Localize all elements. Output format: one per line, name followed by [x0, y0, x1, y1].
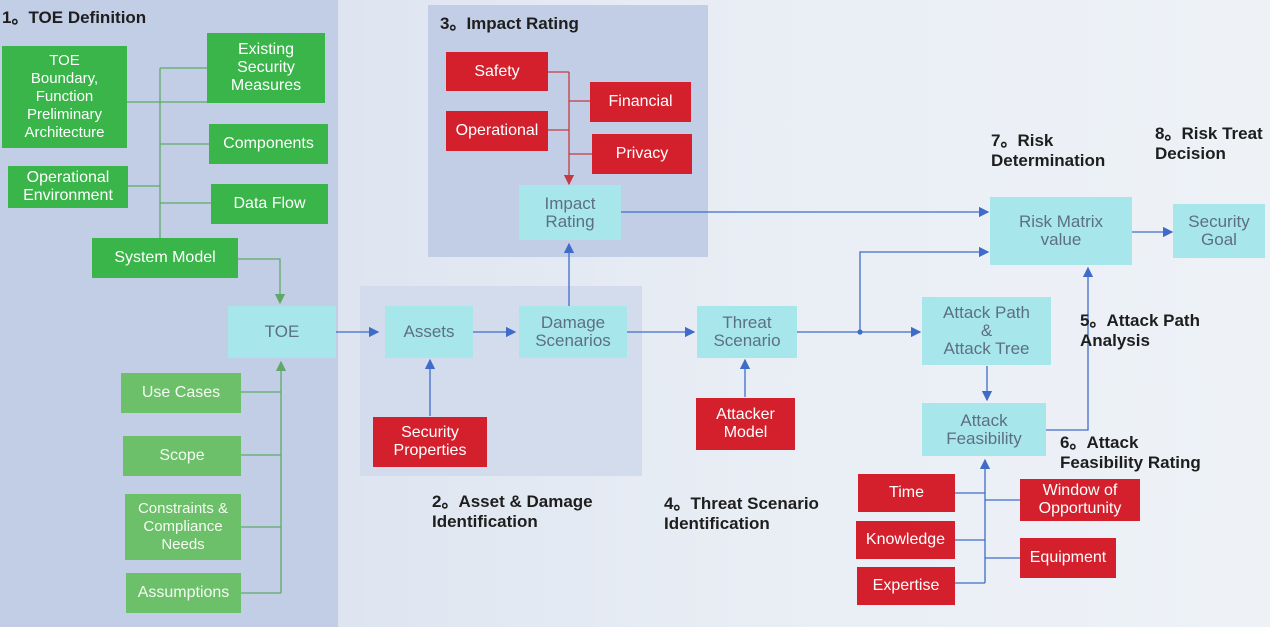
toe-box: TOE	[228, 306, 336, 358]
assumptions-box: Assumptions	[126, 573, 241, 613]
attack-feasibility-title: 6。Attack Feasibility Rating	[1060, 433, 1201, 472]
system-model-box: System Model	[92, 238, 238, 278]
data-flow-box: Data Flow	[211, 184, 328, 224]
asset-damage-title: 2。Asset & Damage Identification	[432, 492, 593, 531]
attack-feasibility-box: Attack Feasibility	[922, 403, 1046, 456]
expertise-box: Expertise	[857, 567, 955, 605]
security-goal-box: Security Goal	[1173, 204, 1265, 258]
operational-environment-box: Operational Environment	[8, 166, 128, 208]
scope-box: Scope	[123, 436, 241, 476]
attacker-model-box: Attacker Model	[696, 398, 795, 450]
constraints-box: Constraints & Compliance Needs	[125, 494, 241, 560]
safety-box: Safety	[446, 52, 548, 91]
equipment-box: Equipment	[1020, 538, 1116, 578]
financial-box: Financial	[590, 82, 691, 122]
risk-treatment-title: 8。Risk Treat Decision	[1155, 124, 1263, 163]
toe-boundary-box: TOE Boundary, Function Preliminary Archi…	[2, 46, 127, 148]
attack-path-tree-box: Attack Path & Attack Tree	[922, 297, 1051, 365]
components-box: Components	[209, 124, 328, 164]
use-cases-box: Use Cases	[121, 373, 241, 413]
impact-rating-title: 3。Impact Rating	[440, 14, 579, 33]
window-of-opportunity-box: Window of Opportunity	[1020, 479, 1140, 521]
toe-definition-title: 1。TOE Definition	[2, 8, 147, 27]
assets-box: Assets	[385, 306, 473, 358]
attack-path-title: 5。Attack Path Analysis	[1080, 311, 1200, 350]
knowledge-box: Knowledge	[856, 521, 955, 559]
privacy-box: Privacy	[592, 134, 692, 174]
risk-determination-title: 7。Risk Determination	[991, 131, 1106, 170]
security-properties-box: Security Properties	[373, 417, 487, 467]
threat-scenario-title: 4。Threat Scenario Identification	[664, 494, 819, 533]
impact-rating-box: Impact Rating	[519, 185, 621, 240]
time-box: Time	[858, 474, 955, 512]
damage-scenarios-box: Damage Scenarios	[519, 306, 627, 358]
existing-security-box: Existing Security Measures	[207, 33, 325, 103]
operational-box: Operational	[446, 111, 548, 151]
risk-matrix-box: Risk Matrix value	[990, 197, 1132, 265]
threat-scenario-box: Threat Scenario	[697, 306, 797, 358]
